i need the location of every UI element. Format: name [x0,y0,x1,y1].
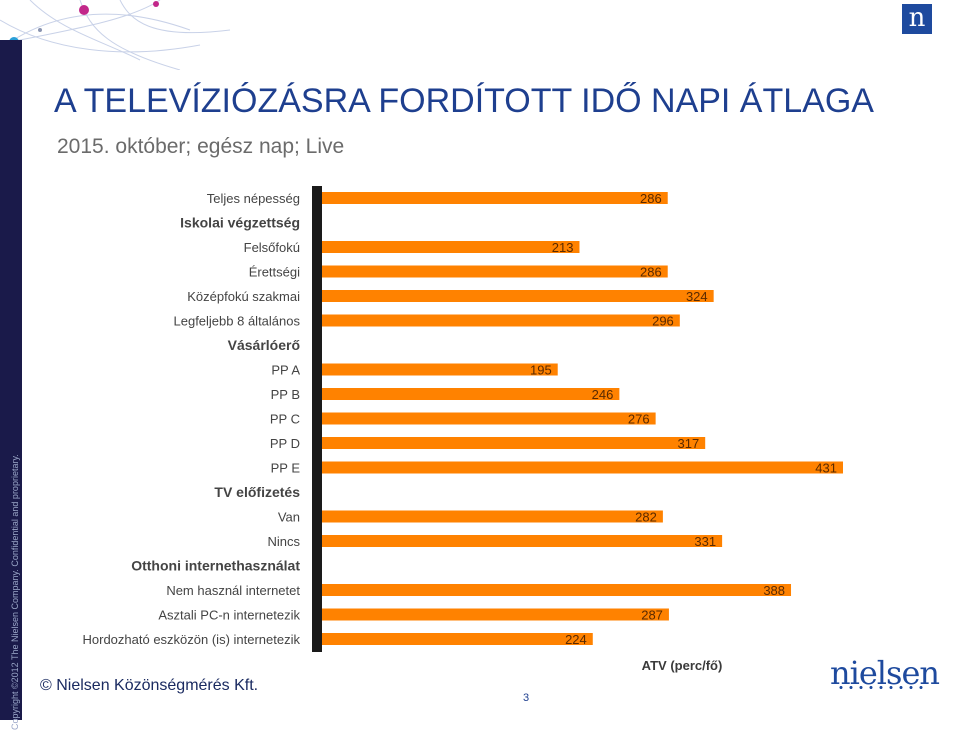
side-strip [0,40,22,720]
row-label: PP A [271,363,300,378]
row-label: PP E [271,461,301,476]
data-label: 213 [552,240,574,255]
decor-dot-grey [38,28,42,32]
row-label: Középfokú szakmai [187,289,300,304]
data-label: 195 [530,363,552,378]
data-label: 324 [686,289,708,304]
bar [322,510,663,523]
category-heading: Otthoni internethasználat [131,558,300,574]
row-label: Van [278,510,300,525]
data-label: 331 [694,534,716,549]
nielsen-logo-mark: n [902,4,932,34]
category-heading: TV előfizetés [214,484,300,500]
bar [322,314,680,327]
data-label: 286 [640,265,662,280]
data-label: 431 [815,461,837,476]
data-label: 224 [565,632,587,647]
row-label: PP D [270,436,300,451]
data-label: 246 [592,387,614,402]
bar [322,535,723,547]
row-label: Felsőfokú [244,240,300,255]
nielsen-logo-dots [836,686,926,689]
bar [322,363,558,376]
x-axis-label: ATV (perc/fő) [642,658,723,673]
bar [322,608,669,621]
row-label: Asztali PC-n internetezik [158,608,300,623]
nielsen-logo: nielsen [830,654,940,692]
row-label: Érettségi [249,265,300,280]
y-axis-line [312,186,322,652]
bar [322,461,843,474]
data-label: 282 [635,510,657,525]
bar [322,633,593,645]
row-label: Hordozható eszközön (is) internetezik [83,632,301,647]
bar [322,192,668,204]
decor-dot-pink-small [153,1,159,7]
row-label: PP B [271,387,300,402]
bar [322,437,706,449]
data-label: 286 [640,191,662,206]
bar [322,265,668,278]
bar [322,584,792,596]
bar [322,241,580,253]
bar [322,412,656,425]
data-label: 317 [677,436,699,451]
row-label: Teljes népesség [207,191,300,206]
page-subtitle: 2015. október; egész nap; Live [57,135,345,158]
category-heading: Vásárlóerő [228,337,300,353]
footer-copyright: © Nielsen Közönségmérés Kft. [40,677,259,694]
page-title: A TELEVÍZIÓZÁSRA FORDÍTOTT IDŐ NAPI ÁTLA… [54,82,874,120]
data-label: 388 [763,583,785,598]
decorative-network-graphic [0,0,231,70]
row-label: PP C [270,412,300,427]
category-heading: Iskolai végzettség [180,215,300,231]
bar [322,388,620,400]
row-label: Legfeljebb 8 általános [174,314,301,329]
data-label: 296 [652,314,674,329]
decor-dot-pink [79,5,89,15]
row-label: Nem használ internetet [166,583,300,598]
data-label: 287 [641,608,663,623]
row-label: Nincs [267,534,300,549]
page-number: 3 [523,692,530,704]
bar [322,290,714,302]
data-label: 276 [628,412,650,427]
